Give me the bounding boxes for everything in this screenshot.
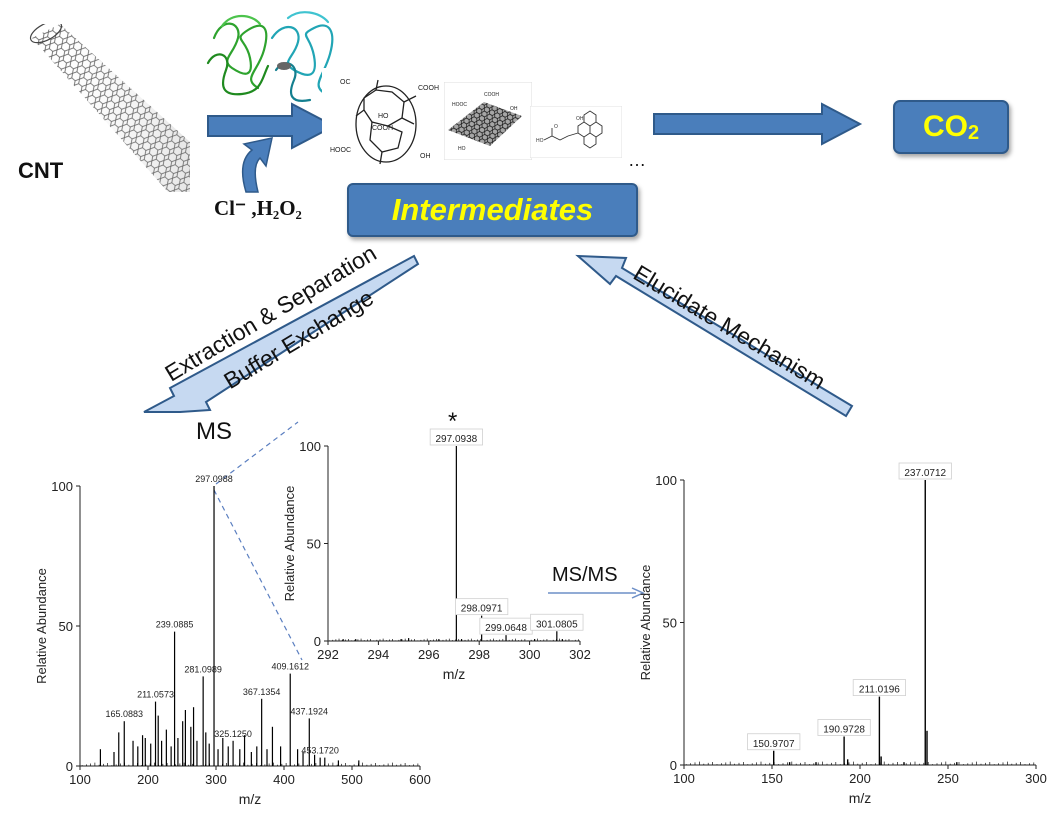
x-tick-label: 300 <box>1025 771 1047 786</box>
y-axis-label: Relative Abundance <box>34 568 49 684</box>
peak-label: 299.0648 <box>485 623 527 634</box>
reagents-label: Cl⁻ ,H₂O₂ <box>214 196 302 220</box>
co2-box: CO 2 <box>893 100 1009 154</box>
x-axis-label: m/z <box>443 666 466 680</box>
x-tick-label: 250 <box>937 771 959 786</box>
y-tick-label: 50 <box>663 616 677 631</box>
extraction-arrow <box>143 254 420 413</box>
graphene-sheet-structure: HOOC COOH OH HO <box>444 82 532 160</box>
y-axis-label: Relative Abundance <box>282 486 297 602</box>
x-tick-label: 200 <box>137 772 159 787</box>
co2-subscript: 2 <box>967 121 980 144</box>
base-peak-asterisk: * <box>448 408 458 435</box>
svg-text:HOOC: HOOC <box>330 147 351 154</box>
peak-label: 409.1612 <box>271 662 309 672</box>
y-tick-label: 100 <box>655 473 677 488</box>
x-tick-label: 296 <box>418 647 440 662</box>
x-axis-label: m/z <box>849 790 872 806</box>
peak-label-box <box>852 679 906 697</box>
x-tick-label: 300 <box>205 772 227 787</box>
svg-text:HO: HO <box>458 146 466 152</box>
co2-label: CO <box>922 110 968 143</box>
svg-text:OC: OC <box>340 79 351 86</box>
y-tick-label: 0 <box>670 758 677 773</box>
peak-label-box <box>817 719 871 736</box>
x-tick-label: 294 <box>368 647 390 662</box>
x-tick-label: 500 <box>341 772 363 787</box>
cnt-label: CNT <box>18 158 64 183</box>
peak-label: 325.1250 <box>214 729 252 739</box>
peak-label: 367.1354 <box>243 687 281 697</box>
peak-label-box <box>530 613 584 631</box>
peak-label: 437.1924 <box>291 706 329 716</box>
x-tick-label: 400 <box>273 772 295 787</box>
oxidation-arrow <box>653 102 863 146</box>
svg-text:COOH: COOH <box>484 92 499 98</box>
curved-arrow <box>241 137 273 193</box>
peak-label: 297.0938 <box>436 434 478 445</box>
oxidized-fullerene-structure: OC COOH HO COOH HOOC OH <box>322 68 444 176</box>
y-tick-label: 50 <box>59 619 73 634</box>
msms-spectrum: 100 150 200 250 300 0 50 100 m/z Relative Abundan… <box>640 462 1047 806</box>
peak-label: 150.9707 <box>753 739 795 750</box>
svg-text:COOH: COOH <box>372 125 393 132</box>
reaction-arrow <box>207 102 337 150</box>
peak-label: 211.0196 <box>859 685 900 696</box>
svg-text:OH: OH <box>420 153 431 160</box>
peak-label: 211.0573 <box>137 690 174 700</box>
svg-text:OH: OH <box>510 106 518 112</box>
y-tick-label: 0 <box>66 759 73 774</box>
zoom-ms-spectrum: 292 294 296 298 300 302 0 50 100 m/z Relative Abun… <box>282 428 591 680</box>
peak-label: 281.0989 <box>184 664 222 674</box>
peak-label: 239.0885 <box>156 620 194 630</box>
peak-label: 453.1720 <box>301 746 339 756</box>
y-tick-label: 100 <box>299 439 321 454</box>
x-tick-label: 300 <box>519 647 541 662</box>
peak-label: 190.9728 <box>823 725 865 736</box>
msms-arrow <box>548 587 645 599</box>
peak-label-box <box>898 462 952 480</box>
x-tick-label: 302 <box>569 647 591 662</box>
ms-label: MS <box>196 418 232 445</box>
y-tick-label: 100 <box>51 479 73 494</box>
svg-text:HO: HO <box>378 113 389 120</box>
peak-label-box <box>455 598 509 616</box>
intermediates-box: Intermediates <box>347 183 638 237</box>
x-tick-label: 100 <box>673 771 695 786</box>
peak-label: 297.0988 <box>195 474 233 484</box>
x-tick-label: 200 <box>849 771 871 786</box>
svg-text:OH: OH <box>576 116 584 122</box>
elucidate-arrow <box>575 254 854 418</box>
peak-label-box <box>429 428 483 446</box>
carbon-nanotube-image <box>29 24 190 192</box>
x-tick-label: 100 <box>69 772 91 787</box>
svg-text:O: O <box>554 124 558 130</box>
enzyme-structure-image <box>206 11 334 102</box>
pyrene-derivative-structure: O HO OH <box>530 106 622 158</box>
peak-label-box <box>747 733 801 751</box>
peak-label: 301.0805 <box>536 619 578 630</box>
x-tick-label: 150 <box>761 771 783 786</box>
y-tick-label: 50 <box>307 537 321 552</box>
svg-text:HO: HO <box>536 138 544 144</box>
x-tick-label: 292 <box>317 647 339 662</box>
peak-label: 237.0712 <box>904 468 946 479</box>
msms-label: MS/MS <box>552 564 618 586</box>
y-axis-label: Relative Abundance <box>640 565 653 681</box>
x-tick-label: 298 <box>468 647 490 662</box>
x-axis-label: m/z <box>239 791 262 807</box>
x-tick-label: 600 <box>409 772 431 787</box>
svg-text:COOH: COOH <box>418 85 439 92</box>
svg-text:HOOC: HOOC <box>452 102 467 108</box>
ellipsis-text: … <box>628 150 646 170</box>
peak-label: 165.0883 <box>105 709 143 719</box>
peak-label: 298.0971 <box>461 604 503 615</box>
y-tick-label: 0 <box>314 634 321 649</box>
